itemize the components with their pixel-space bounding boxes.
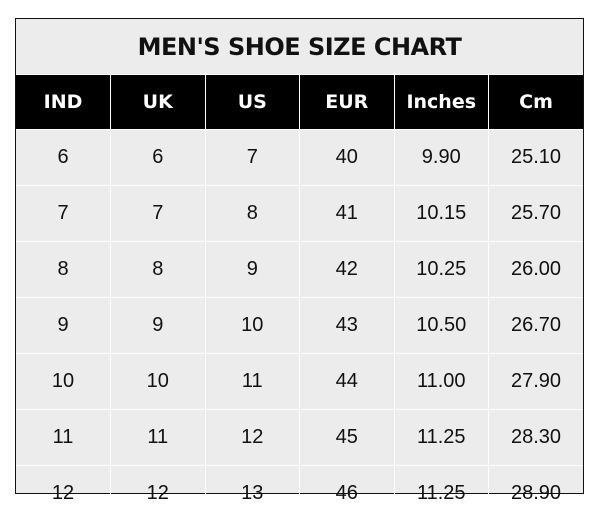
cell-us: 8 [204, 185, 300, 242]
table-row: 12 12 13 46 11.25 28.90 [16, 465, 583, 521]
cell-eur: 43 [299, 297, 395, 354]
column-header-cm: Cm [488, 74, 583, 130]
cell-cm: 26.00 [488, 241, 583, 298]
column-header-us: US [204, 74, 300, 130]
cell-uk: 11 [110, 409, 206, 466]
cell-ind: 7 [16, 185, 111, 242]
table-body: 6 6 7 40 9.90 25.10 7 7 8 41 10.15 25.70 8 8 9 42 10.25 2… [16, 129, 583, 521]
cell-us: 10 [204, 297, 300, 354]
cell-us: 12 [204, 409, 300, 466]
cell-eur: 40 [299, 129, 395, 186]
cell-us: 7 [204, 129, 300, 186]
table-row: 11 11 12 45 11.25 28.30 [16, 409, 583, 466]
cell-cm: 28.30 [488, 409, 583, 466]
table-row: 10 10 11 44 11.00 27.90 [16, 353, 583, 410]
cell-eur: 41 [299, 185, 395, 242]
cell-inches: 10.50 [393, 297, 489, 354]
cell-us: 9 [204, 241, 300, 298]
cell-uk: 9 [110, 297, 206, 354]
cell-us: 13 [204, 465, 300, 521]
table-row: 8 8 9 42 10.25 26.00 [16, 241, 583, 298]
cell-ind: 10 [16, 353, 111, 410]
column-header-uk: UK [110, 74, 205, 130]
cell-inches: 10.15 [393, 185, 489, 242]
size-table: MEN'S SHOE SIZE CHART IND UK US EUR Inches Cm… [16, 19, 583, 521]
cell-inches: 11.25 [393, 465, 489, 521]
cell-inches: 11.25 [393, 409, 489, 466]
cell-eur: 46 [299, 465, 395, 521]
cell-ind: 8 [16, 241, 111, 298]
column-header-inches: Inches [393, 74, 489, 130]
cell-eur: 45 [299, 409, 395, 466]
table-row: 6 6 7 40 9.90 25.10 [16, 129, 583, 186]
table-row: 9 9 10 43 10.50 26.70 [16, 297, 583, 354]
cell-inches: 10.25 [393, 241, 489, 298]
cell-ind: 6 [16, 129, 111, 186]
column-header-eur: EUR [299, 74, 394, 130]
cell-ind: 9 [16, 297, 111, 354]
cell-cm: 25.70 [488, 185, 583, 242]
cell-uk: 6 [110, 129, 206, 186]
size-chart: MEN'S SHOE SIZE CHART IND UK US EUR Inches Cm… [15, 18, 584, 521]
cell-cm: 25.10 [488, 129, 583, 186]
cell-inches: 11.00 [393, 353, 489, 410]
header-row: IND UK US EUR Inches Cm [16, 74, 583, 130]
table-row: 7 7 8 41 10.15 25.70 [16, 185, 583, 242]
cell-uk: 7 [110, 185, 206, 242]
cell-uk: 12 [110, 465, 206, 521]
cell-eur: 44 [299, 353, 395, 410]
cell-eur: 42 [299, 241, 395, 298]
cell-inches: 9.90 [393, 129, 489, 186]
column-header-ind: IND [16, 74, 111, 130]
cell-cm: 28.90 [488, 465, 583, 521]
cell-us: 11 [204, 353, 300, 410]
cell-uk: 8 [110, 241, 206, 298]
cell-ind: 12 [16, 465, 111, 521]
chart-title: MEN'S SHOE SIZE CHART [16, 19, 583, 75]
cell-ind: 11 [16, 409, 111, 466]
cell-uk: 10 [110, 353, 206, 410]
cell-cm: 26.70 [488, 297, 583, 354]
cell-cm: 27.90 [488, 353, 583, 410]
